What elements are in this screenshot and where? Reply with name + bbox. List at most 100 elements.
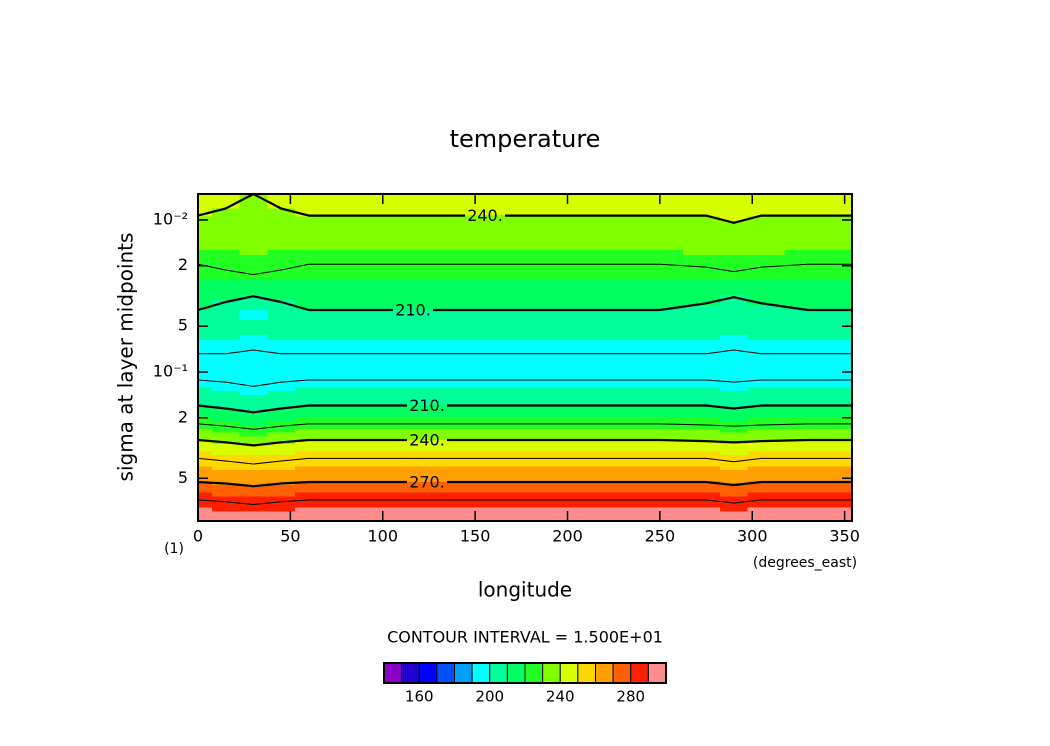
field-cell — [428, 473, 522, 479]
field-cell — [294, 372, 347, 377]
field-cell — [829, 204, 853, 210]
field-cell — [784, 208, 831, 213]
field-cell — [267, 211, 296, 218]
field-cell — [682, 216, 721, 222]
field-cell — [521, 428, 615, 434]
colorbar-box — [401, 662, 420, 684]
field-cell — [682, 503, 721, 509]
field-cell — [198, 500, 213, 505]
field-cell — [613, 319, 684, 326]
field-cell — [747, 319, 786, 326]
field-cell — [613, 473, 684, 479]
field-cell — [239, 477, 268, 482]
field-cell — [784, 425, 831, 430]
field-cell — [829, 462, 853, 467]
field-cell — [345, 436, 430, 441]
field-cell — [521, 353, 615, 359]
field-cell — [267, 398, 296, 404]
field-cell — [747, 289, 786, 296]
contour-label-gap — [407, 474, 447, 483]
field-cell — [267, 259, 296, 266]
field-cell — [784, 515, 831, 522]
field-cell — [747, 436, 786, 441]
field-cell — [829, 239, 853, 246]
field-cell — [345, 208, 430, 213]
field-cell — [198, 380, 213, 385]
field-cell — [211, 511, 241, 516]
field-cell — [682, 309, 721, 316]
field-cell — [428, 387, 522, 392]
field-cell — [267, 376, 296, 381]
field-cell — [239, 391, 268, 396]
field-cell — [747, 413, 786, 419]
field-cell — [239, 279, 268, 286]
field-cell — [239, 225, 268, 231]
field-cell — [521, 361, 615, 366]
field-cell — [613, 372, 684, 377]
field-cell — [682, 500, 721, 505]
field-cell — [239, 406, 268, 411]
field-cell — [294, 345, 347, 351]
field-cell — [428, 470, 522, 475]
field-cell — [345, 515, 430, 522]
field-cell — [267, 447, 296, 452]
field-cell — [682, 387, 721, 392]
x-tick-label: 250 — [645, 527, 676, 546]
field-cell — [345, 451, 430, 456]
field-cell — [239, 507, 268, 512]
field-cell — [747, 409, 786, 415]
field-cell — [198, 511, 213, 516]
field-cell — [747, 304, 786, 311]
field-cell — [829, 440, 853, 445]
field-cell — [198, 496, 213, 501]
field-cell — [784, 234, 831, 241]
field-cell — [613, 294, 684, 301]
field-cell — [211, 353, 241, 359]
field-cell — [345, 304, 430, 311]
field-cell — [211, 289, 241, 296]
field-cell — [747, 496, 786, 501]
field-cell — [345, 339, 430, 346]
field-cell — [719, 329, 749, 336]
field-cell — [613, 334, 684, 341]
field-cell — [613, 345, 684, 351]
field-cell — [198, 443, 213, 449]
field-cell — [719, 279, 749, 286]
field-cell — [294, 339, 347, 346]
field-cell — [294, 466, 347, 471]
field-cell — [747, 254, 786, 261]
field-cell — [613, 387, 684, 392]
field-cell — [239, 368, 268, 374]
field-cell — [784, 269, 831, 276]
field-cell — [267, 507, 296, 512]
colorbar-box — [542, 662, 561, 684]
field-cell — [613, 383, 684, 389]
field-cell — [613, 353, 684, 359]
field-cell — [719, 432, 749, 437]
field-cell — [267, 428, 296, 434]
field-cell — [345, 466, 430, 471]
field-cell — [239, 462, 268, 467]
field-cell — [198, 425, 213, 430]
field-cell — [211, 364, 241, 370]
field-cell — [267, 402, 296, 407]
field-cell — [345, 220, 430, 227]
field-cell — [682, 244, 721, 251]
field-cell — [682, 229, 721, 236]
field-cell — [428, 339, 522, 346]
field-cell — [784, 314, 831, 321]
field-cell — [747, 279, 786, 286]
field-cell — [747, 507, 786, 512]
field-cell — [428, 353, 522, 359]
field-cell — [428, 436, 522, 441]
field-cell — [267, 372, 296, 377]
field-cell — [613, 329, 684, 336]
field-cell — [682, 194, 721, 199]
field-cell — [198, 394, 213, 400]
field-cell — [239, 299, 268, 306]
field-cell — [719, 372, 749, 377]
field-cell — [682, 329, 721, 336]
field-cell — [294, 496, 347, 501]
field-cell — [211, 225, 241, 231]
